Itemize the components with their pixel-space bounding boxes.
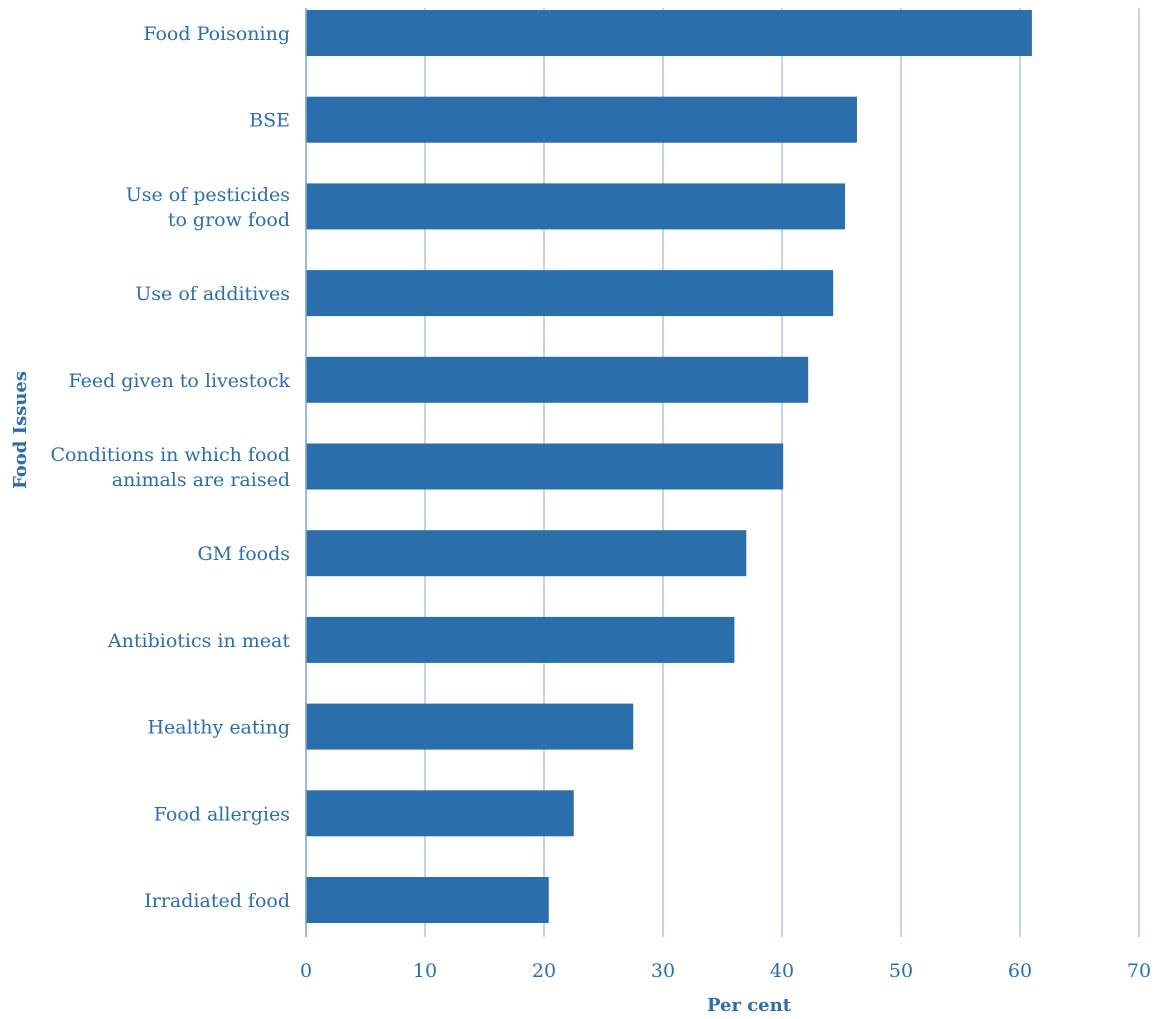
- bar-6: [306, 530, 747, 577]
- bar-3: [306, 270, 834, 317]
- category-label: Food Poisoning: [143, 23, 290, 45]
- bar-5: [306, 443, 784, 490]
- category-label: Use of additives: [135, 283, 290, 305]
- x-axis-title: Per cent: [707, 995, 792, 1014]
- bar-1: [306, 96, 857, 143]
- category-label: GM foods: [198, 543, 291, 565]
- category-label: Use of pesticides to grow food: [126, 184, 290, 231]
- x-tick-label: 70: [1127, 960, 1151, 982]
- category-label: Irradiated food: [144, 890, 290, 912]
- bar-2: [306, 183, 846, 230]
- x-tick-label: 50: [889, 960, 913, 982]
- category-label: Feed given to livestock: [68, 370, 290, 392]
- x-tick-label: 0: [300, 960, 312, 982]
- category-label: BSE: [249, 110, 290, 132]
- x-tick-label: 10: [413, 960, 437, 982]
- category-label: Antibiotics in meat: [107, 630, 290, 652]
- bars: [306, 10, 1032, 923]
- x-tick-labels: 0 10 20 30 40 50 60 70: [300, 960, 1151, 982]
- bar-9: [306, 790, 574, 837]
- bar-4: [306, 356, 809, 403]
- bar-8: [306, 703, 634, 750]
- x-tick-label: 20: [532, 960, 556, 982]
- category-label: Healthy eating: [147, 717, 290, 739]
- category-label: Food allergies: [154, 803, 290, 825]
- bar-0: [306, 10, 1032, 56]
- y-axis-title: Food Issues: [10, 371, 31, 489]
- x-tick-label: 40: [770, 960, 794, 982]
- category-label: Conditions in which food animals are rais…: [50, 444, 290, 491]
- bar-10: [306, 877, 549, 923]
- category-labels: Food Poisoning BSE Use of pesticides to gro…: [50, 23, 290, 912]
- bar-7: [306, 616, 735, 663]
- x-tick-label: 30: [651, 960, 675, 982]
- x-tick-label: 60: [1008, 960, 1032, 982]
